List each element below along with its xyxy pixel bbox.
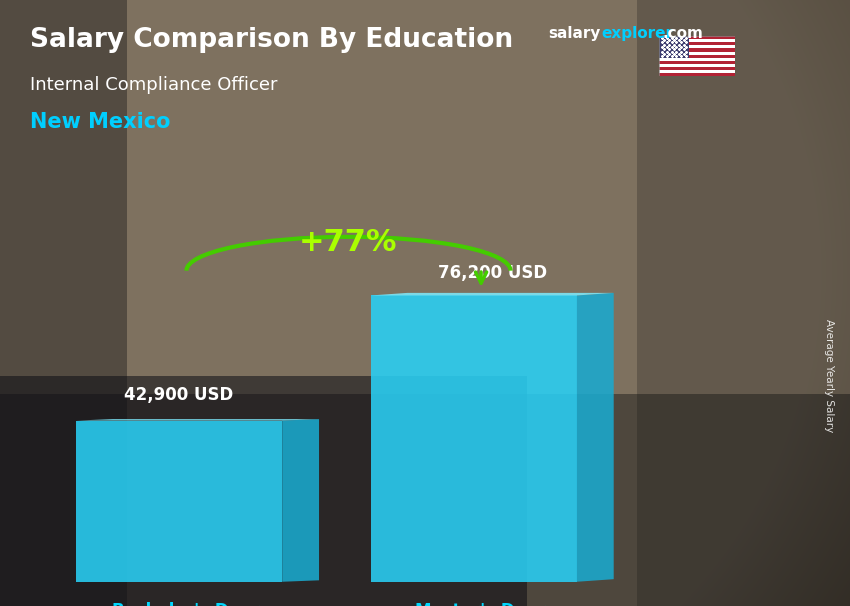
Text: New Mexico: New Mexico <box>30 112 170 132</box>
Bar <box>659 42 735 45</box>
Bar <box>659 36 689 58</box>
Text: salary: salary <box>548 26 601 41</box>
Text: 42,900 USD: 42,900 USD <box>124 385 234 404</box>
Text: Master's Degree: Master's Degree <box>415 602 570 606</box>
Bar <box>659 70 735 73</box>
Text: 76,200 USD: 76,200 USD <box>438 264 547 282</box>
Polygon shape <box>371 296 577 582</box>
Text: explorer: explorer <box>602 26 674 41</box>
Polygon shape <box>371 293 614 296</box>
Bar <box>659 67 735 70</box>
Bar <box>659 55 735 58</box>
Bar <box>659 58 735 61</box>
Text: Bachelor's Degree: Bachelor's Degree <box>112 602 283 606</box>
Text: Average Yearly Salary: Average Yearly Salary <box>824 319 834 432</box>
Polygon shape <box>76 421 282 582</box>
Bar <box>659 64 735 67</box>
Polygon shape <box>577 293 614 582</box>
Text: .com: .com <box>663 26 704 41</box>
Bar <box>659 39 735 42</box>
Polygon shape <box>76 419 319 421</box>
Bar <box>659 36 735 39</box>
Bar <box>659 73 735 76</box>
Bar <box>659 52 735 55</box>
Bar <box>659 45 735 48</box>
Polygon shape <box>282 419 319 582</box>
Bar <box>659 48 735 52</box>
Bar <box>659 61 735 64</box>
Text: +77%: +77% <box>299 228 398 258</box>
Text: Internal Compliance Officer: Internal Compliance Officer <box>30 76 277 94</box>
Text: Salary Comparison By Education: Salary Comparison By Education <box>30 27 513 53</box>
